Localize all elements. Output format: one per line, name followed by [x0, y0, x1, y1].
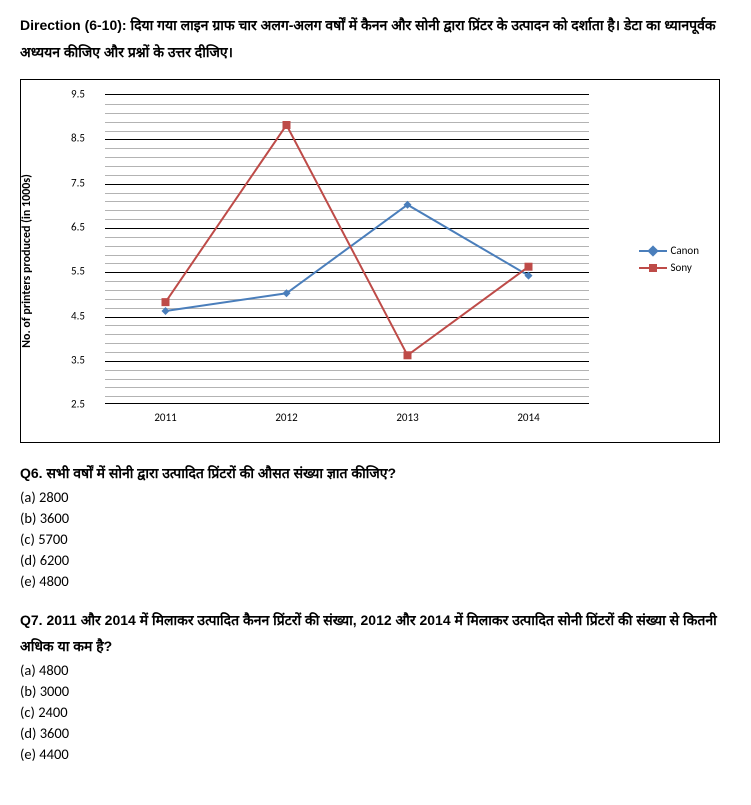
y-tick: 9.5: [71, 88, 85, 101]
y-tick: 7.5: [71, 176, 85, 189]
y-tick: 8.5: [71, 132, 85, 145]
question-option: (d) 3600: [20, 723, 731, 744]
question-option: (c) 5700: [20, 529, 731, 550]
x-tick: 2013: [396, 411, 418, 424]
y-tick: 3.5: [71, 353, 85, 366]
y-tick: 4.5: [71, 309, 85, 322]
question-option: (b) 3000: [20, 681, 731, 702]
x-tick: 2011: [154, 411, 176, 424]
question-option: (d) 6200: [20, 550, 731, 571]
question-option: (e) 4400: [20, 744, 731, 765]
series-marker: [162, 298, 170, 306]
question-option: (c) 2400: [20, 702, 731, 723]
legend-label: Sony: [671, 261, 692, 274]
questions-block: Q6. सभी वर्षों में सोनी द्वारा उत्पादित …: [20, 461, 731, 765]
y-tick: 6.5: [71, 221, 85, 234]
question-title: Q7. 2011 और 2014 में मिलाकर उत्पादित कैन…: [20, 608, 731, 660]
legend-label: Canon: [671, 244, 700, 257]
question-option: (a) 2800: [20, 487, 731, 508]
x-tick: 2012: [275, 411, 297, 424]
question: Q6. सभी वर्षों में सोनी द्वारा उत्पादित …: [20, 461, 731, 592]
question-option: (b) 3600: [20, 508, 731, 529]
legend-item: Canon: [639, 244, 700, 257]
question-option: (a) 4800: [20, 660, 731, 681]
direction-text: Direction (6-10): दिया गया लाइन ग्राफ चा…: [20, 12, 731, 65]
legend-item: Sony: [639, 261, 700, 274]
legend: Canon Sony: [639, 244, 700, 278]
question: Q7. 2011 और 2014 में मिलाकर उत्पादित कैन…: [20, 608, 731, 765]
question-title: Q6. सभी वर्षों में सोनी द्वारा उत्पादित …: [20, 461, 731, 487]
x-tick: 2014: [517, 411, 539, 424]
chart-svg: [105, 94, 405, 244]
y-tick: 5.5: [71, 265, 85, 278]
y-tick: 2.5: [71, 398, 85, 411]
series-marker: [404, 351, 412, 359]
question-option: (e) 4800: [20, 571, 731, 592]
series-marker: [525, 263, 533, 271]
series-marker: [283, 121, 291, 129]
y-axis-label: No. of printers produced (in 1000s): [20, 174, 34, 348]
line-chart: No. of printers produced (in 1000s) 2.5 3…: [20, 79, 720, 443]
